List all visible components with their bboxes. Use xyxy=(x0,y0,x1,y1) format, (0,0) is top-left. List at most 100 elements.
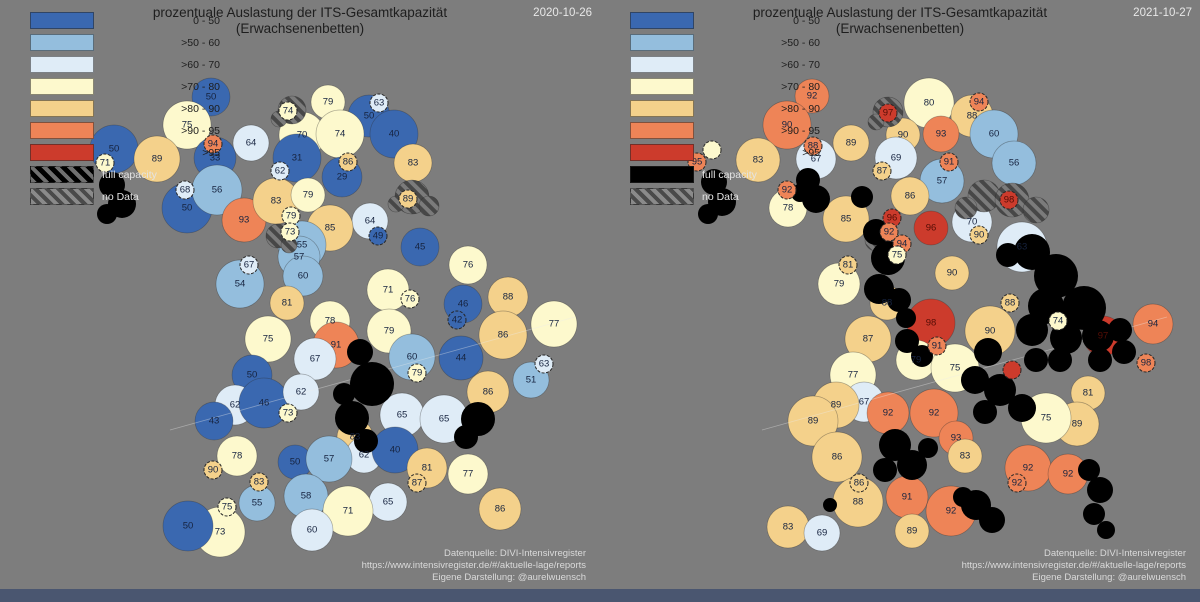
city-district-chip xyxy=(369,93,389,113)
district-value: 88 xyxy=(808,141,819,152)
city-district-chip xyxy=(969,92,989,112)
city-district-chip xyxy=(939,152,959,172)
full-capacity-area xyxy=(864,274,894,304)
district-value: 83 xyxy=(408,158,419,169)
district-value: 89 xyxy=(831,400,842,411)
city-district-chip xyxy=(1000,293,1020,313)
district-value: 50 xyxy=(247,370,258,381)
district-area xyxy=(282,255,324,297)
district-value: 70 xyxy=(967,217,978,228)
district-value: 86 xyxy=(498,330,509,341)
district-value: 79 xyxy=(286,211,297,222)
district-value: 62 xyxy=(296,387,307,398)
district-value: 96 xyxy=(926,223,937,234)
district-value: 73 xyxy=(285,227,296,238)
city-district-chip xyxy=(368,226,388,246)
city-district-chip xyxy=(203,134,223,154)
full-capacity-area xyxy=(823,498,837,512)
district-value: 94 xyxy=(974,97,985,108)
full-capacity-area xyxy=(350,362,394,406)
full-capacity-area xyxy=(1034,254,1078,298)
district-value: 77 xyxy=(549,319,560,330)
district-value: 55 xyxy=(252,498,263,509)
district-value: 77 xyxy=(463,469,474,480)
city-district-chip xyxy=(872,161,892,181)
district-value: 80 xyxy=(924,98,935,109)
city-district-chip xyxy=(777,180,797,200)
no-data-area xyxy=(954,196,978,220)
district-value: 94 xyxy=(897,239,908,250)
district-area xyxy=(244,315,292,363)
district-value: 69 xyxy=(817,528,828,539)
district-value: 90 xyxy=(974,230,985,241)
district-value: 87 xyxy=(863,334,874,345)
city-district-chip xyxy=(534,354,554,374)
district-value: 89 xyxy=(403,194,414,205)
district-value: 88 xyxy=(882,298,893,309)
district-value: 40 xyxy=(390,445,401,456)
full-capacity-area xyxy=(698,204,718,224)
district-value: 69 xyxy=(891,153,902,164)
city-district-chip xyxy=(1048,311,1068,331)
district-value: 43 xyxy=(209,416,220,427)
map-2020: 50 75 79 50 63 40 70 74 74 64 94 33 31 62 86 29 83 50 71 89… xyxy=(89,77,578,558)
district-value: 92 xyxy=(807,91,818,102)
no-data-area xyxy=(1022,196,1050,224)
district-value: 75 xyxy=(222,502,233,513)
district-value: 33 xyxy=(210,153,221,164)
district-value: 62 xyxy=(275,166,286,177)
district-value: 93 xyxy=(239,215,250,226)
map-2021: 92 90 97 80 94 88 90 93 89 88 67 83 95 69 91 60 56 57 87 86… xyxy=(687,77,1174,552)
full-capacity-area xyxy=(802,185,830,213)
district-value: 73 xyxy=(215,527,226,538)
district-value: 40 xyxy=(389,129,400,140)
district-value: 86 xyxy=(343,157,354,168)
district-area xyxy=(269,285,305,321)
district-value: 89 xyxy=(152,154,163,165)
city-district-chip xyxy=(849,473,869,493)
district-value: 51 xyxy=(526,375,537,386)
district-area xyxy=(947,438,983,474)
district-area xyxy=(447,453,489,495)
district-value: 75 xyxy=(1041,413,1052,424)
district-value: 81 xyxy=(282,298,293,309)
district-value: 92 xyxy=(1063,469,1074,480)
full-capacity-area xyxy=(1112,340,1136,364)
district-value: 90 xyxy=(947,268,958,279)
district-value: 65 xyxy=(383,497,394,508)
district-value: 92 xyxy=(883,408,894,419)
city-district-chip xyxy=(447,310,467,330)
district-value: 50 xyxy=(183,521,194,532)
district-value: 76 xyxy=(463,260,474,271)
district-value: 92 xyxy=(884,227,895,238)
district-value: 98 xyxy=(926,318,937,329)
district-value: 63 xyxy=(374,98,385,109)
district-area xyxy=(290,508,334,552)
district-value: 49 xyxy=(373,231,384,242)
district-value: 64 xyxy=(246,138,257,149)
full-capacity-area xyxy=(1008,394,1036,422)
district-value: 92 xyxy=(1023,463,1034,474)
district-value: 98 xyxy=(1141,358,1152,369)
full-capacity-area xyxy=(1088,348,1112,372)
district-value: 86 xyxy=(483,387,494,398)
district-value: 75 xyxy=(263,334,274,345)
district-area xyxy=(400,227,440,267)
district-area xyxy=(934,255,970,291)
district-value: 83 xyxy=(753,155,764,166)
district-value: 63 xyxy=(539,359,550,370)
district-value: 95 xyxy=(692,157,703,168)
district-value: 45 xyxy=(415,242,426,253)
district-value: 83 xyxy=(271,196,282,207)
district-value: 50 xyxy=(290,457,301,468)
district-value: 44 xyxy=(456,353,467,364)
district-value: 92 xyxy=(782,185,793,196)
full-capacity-area xyxy=(851,186,873,208)
full-capacity-area xyxy=(973,400,997,424)
district-value: 60 xyxy=(989,129,1000,140)
full-capacity-area xyxy=(895,329,919,353)
city-district-chip xyxy=(1007,473,1027,493)
city-district-chip xyxy=(1136,353,1156,373)
district-value: 67 xyxy=(244,260,255,271)
